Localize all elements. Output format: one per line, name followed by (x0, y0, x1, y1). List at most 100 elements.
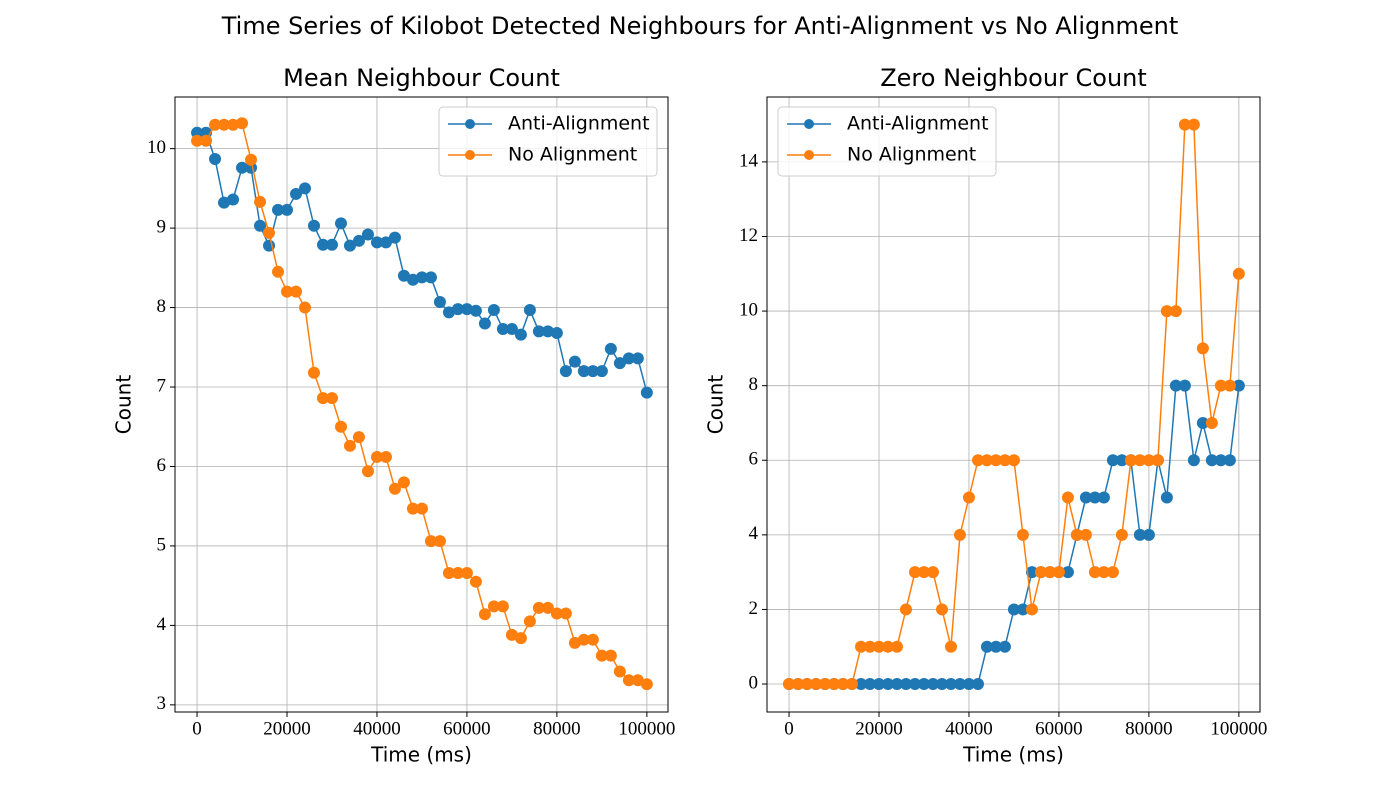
data-point (1142, 528, 1155, 541)
data-point (487, 303, 500, 316)
x-axis-label: Time (ms) (370, 743, 472, 767)
data-point (478, 608, 491, 621)
legend-label: Anti-Alignment (847, 113, 989, 135)
data-point (388, 231, 401, 244)
data-point (505, 323, 518, 336)
data-point (406, 502, 419, 515)
data-point (998, 640, 1011, 653)
data-point (917, 678, 930, 691)
y-axis-label: Count (704, 375, 728, 435)
subplot-title: Zero Neighbour Count (880, 64, 1147, 92)
data-point (1187, 454, 1200, 467)
data-point (532, 325, 545, 338)
data-point (370, 450, 383, 463)
data-point (640, 386, 653, 399)
legend-marker (804, 150, 814, 160)
data-point (837, 678, 850, 691)
data-point (613, 665, 626, 678)
data-point (899, 678, 912, 691)
x-tick-label: 20000 (263, 718, 311, 739)
data-point (1178, 118, 1191, 131)
x-tick-label: 20000 (855, 718, 903, 739)
data-point (1205, 416, 1218, 429)
data-point (209, 152, 222, 165)
legend-label: Anti-Alignment (508, 113, 650, 135)
data-point (577, 633, 590, 646)
data-point (1151, 454, 1164, 467)
data-point (819, 678, 832, 691)
y-tick-label: 12 (739, 225, 758, 246)
data-point (1232, 267, 1245, 280)
x-tick-label: 100000 (618, 718, 675, 739)
data-point (1025, 566, 1038, 579)
data-point (1187, 118, 1200, 131)
data-point (227, 118, 240, 131)
data-point (415, 271, 428, 284)
data-point (290, 285, 303, 298)
data-point (325, 392, 338, 405)
y-tick-label: 8 (157, 296, 167, 317)
data-point (1124, 454, 1137, 467)
data-point (298, 182, 311, 195)
data-point (631, 674, 644, 687)
data-point (254, 219, 267, 232)
data-point (451, 303, 464, 316)
data-point (514, 632, 527, 645)
data-point (397, 476, 410, 489)
data-point (935, 603, 948, 616)
data-point (801, 678, 814, 691)
data-point (1115, 454, 1128, 467)
data-point (980, 454, 993, 467)
data-point (379, 450, 392, 463)
data-point (1052, 566, 1065, 579)
data-point (783, 678, 796, 691)
data-point (1025, 603, 1038, 616)
data-point (254, 195, 267, 208)
data-point (370, 236, 383, 249)
data-point (595, 365, 608, 378)
plot-area (191, 117, 653, 691)
x-tick-label: 40000 (945, 718, 993, 739)
data-point (487, 600, 500, 613)
data-point (397, 269, 410, 282)
data-point (550, 326, 563, 339)
data-point (352, 431, 365, 444)
data-point (971, 678, 984, 691)
axes-frame (766, 96, 1261, 713)
data-point (908, 678, 921, 691)
data-point (935, 678, 948, 691)
data-point (1160, 305, 1173, 318)
data-point (1061, 491, 1074, 504)
data-point (1196, 416, 1209, 429)
data-point (1169, 305, 1182, 318)
data-point (846, 678, 859, 691)
data-point (541, 325, 554, 338)
legend-box (438, 106, 658, 177)
y-tick-label: 10 (147, 137, 166, 158)
data-point (926, 678, 939, 691)
data-point (604, 342, 617, 355)
x-tick-label: 40000 (353, 718, 401, 739)
data-point (272, 203, 285, 216)
data-point (926, 566, 939, 579)
data-point (855, 640, 868, 653)
data-point (460, 303, 473, 316)
data-point (1196, 342, 1209, 355)
data-point (559, 365, 572, 378)
data-point (290, 187, 303, 200)
data-point (1142, 454, 1155, 467)
data-point (899, 603, 912, 616)
data-point (953, 528, 966, 541)
y-tick-label: 2 (749, 598, 759, 619)
data-point (622, 674, 635, 687)
data-point (586, 365, 599, 378)
data-point (855, 678, 868, 691)
y-axis-label: Count (112, 375, 136, 435)
plot-area (783, 118, 1245, 691)
x-tick-label: 80000 (1125, 718, 1173, 739)
data-point (1106, 566, 1119, 579)
y-tick-label: 9 (157, 216, 167, 237)
data-point (496, 323, 509, 336)
